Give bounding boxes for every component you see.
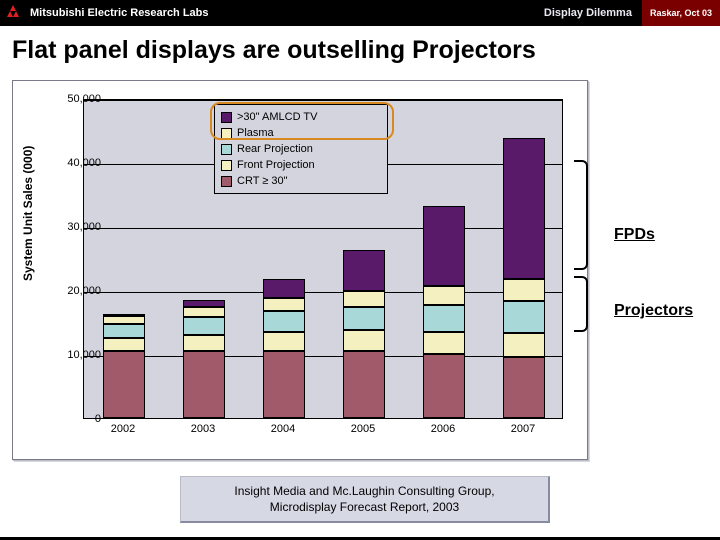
bar-segment xyxy=(503,279,545,301)
legend-item: Front Projection xyxy=(221,157,381,173)
bar-segment xyxy=(343,330,385,350)
x-tick-label: 2003 xyxy=(173,423,233,435)
legend-label: Rear Projection xyxy=(237,143,313,155)
y-axis-label: System Unit Sales (000) xyxy=(21,146,35,281)
bar-segment xyxy=(503,333,545,357)
bar-segment xyxy=(183,307,225,317)
bar-stack xyxy=(263,279,305,418)
slide-header: Mitsubishi Electric Research Labs Displa… xyxy=(0,0,720,26)
bar-segment xyxy=(423,305,465,332)
legend-swatch-icon xyxy=(221,160,232,171)
bar-segment xyxy=(423,206,465,286)
legend-highlight xyxy=(210,102,394,140)
bar-stack xyxy=(183,300,225,418)
legend-item: Rear Projection xyxy=(221,141,381,157)
bar-segment xyxy=(343,307,385,330)
bar-segment xyxy=(103,324,145,338)
mitsubishi-logo-icon xyxy=(0,0,26,26)
bar-segment xyxy=(103,338,145,351)
legend-item: CRT ≥ 30" xyxy=(221,173,381,189)
projectors-bracket-icon xyxy=(574,276,588,332)
fpds-bracket-icon xyxy=(574,160,588,270)
bar-stack xyxy=(423,206,465,418)
bar-segment xyxy=(263,332,305,351)
fpds-annotation: FPDs xyxy=(614,226,655,244)
y-tick-label: 10,000 xyxy=(51,349,101,361)
bar-segment xyxy=(503,357,545,418)
x-tick-label: 2007 xyxy=(493,423,553,435)
bar-segment xyxy=(423,354,465,418)
y-tick-label: 50,000 xyxy=(51,93,101,105)
bar-stack xyxy=(103,314,145,418)
y-tick-label: 30,000 xyxy=(51,221,101,233)
bar-segment xyxy=(263,351,305,418)
bar-segment xyxy=(343,351,385,418)
bar-segment xyxy=(183,335,225,351)
bar-stack xyxy=(503,138,545,418)
header-org: Mitsubishi Electric Research Labs xyxy=(26,7,544,19)
caption-line1: Insight Media and Mc.Laughin Consulting … xyxy=(185,483,544,499)
bar-segment xyxy=(183,317,225,335)
bar-segment xyxy=(183,300,225,308)
bar-segment xyxy=(343,250,385,292)
y-tick-label: 20,000 xyxy=(51,285,101,297)
bar-segment xyxy=(183,351,225,418)
x-tick-label: 2006 xyxy=(413,423,473,435)
x-tick-label: 2005 xyxy=(333,423,393,435)
legend-label: Front Projection xyxy=(237,159,315,171)
legend-swatch-icon xyxy=(221,144,232,155)
bar-segment xyxy=(103,316,145,324)
bar-segment xyxy=(423,332,465,354)
x-tick-label: 2004 xyxy=(253,423,313,435)
bar-segment xyxy=(423,286,465,305)
bar-segment xyxy=(103,351,145,418)
bar-stack xyxy=(343,250,385,418)
gridline xyxy=(84,292,562,293)
plot-area: >30" AMLCD TV Plasma Rear Projection Fro… xyxy=(83,99,563,419)
bar-segment xyxy=(503,138,545,279)
bar-segment xyxy=(263,298,305,311)
bar-segment xyxy=(503,301,545,333)
y-tick-label: 40,000 xyxy=(51,157,101,169)
legend-swatch-icon xyxy=(221,176,232,187)
source-caption: Insight Media and Mc.Laughin Consulting … xyxy=(180,476,550,523)
bar-segment xyxy=(263,279,305,298)
chart-container: System Unit Sales (000) >30" AMLCD TV Pl… xyxy=(12,80,588,460)
gridline xyxy=(84,100,562,101)
gridline xyxy=(84,228,562,229)
legend-label: CRT ≥ 30" xyxy=(237,175,288,187)
header-author-date: Raskar, Oct 03 xyxy=(642,0,720,26)
projectors-annotation: Projectors xyxy=(614,302,693,320)
slide-title: Flat panel displays are outselling Proje… xyxy=(0,26,720,71)
caption-line2: Microdisplay Forecast Report, 2003 xyxy=(185,499,544,515)
bar-segment xyxy=(343,291,385,307)
bar-segment xyxy=(263,311,305,331)
x-tick-label: 2002 xyxy=(93,423,153,435)
header-topic: Display Dilemma xyxy=(544,7,642,19)
gridline xyxy=(84,356,562,357)
